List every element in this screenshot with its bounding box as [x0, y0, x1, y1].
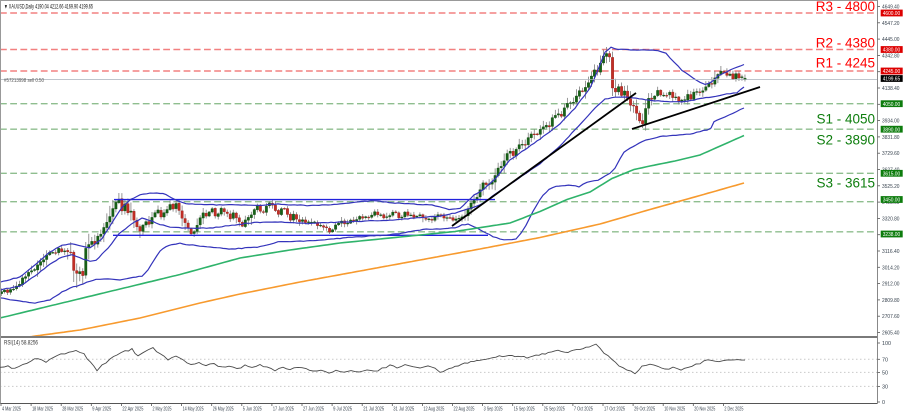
svg-text:27 Jun 2025: 27 Jun 2025	[303, 407, 324, 413]
svg-text:R2 - 4380: R2 - 4380	[816, 36, 875, 51]
svg-text:9 Jul 2025: 9 Jul 2025	[333, 407, 352, 413]
svg-text:4138.40: 4138.40	[882, 86, 900, 92]
svg-text:4547.20: 4547.20	[882, 21, 900, 27]
svg-text:S2 - 3890: S2 - 3890	[816, 133, 875, 148]
svg-text:3238.00: 3238.00	[883, 232, 901, 238]
svg-text:R3 - 4800: R3 - 4800	[816, 0, 875, 14]
svg-text:3934.00: 3934.00	[882, 119, 900, 125]
svg-text:3890.00: 3890.00	[883, 127, 901, 133]
svg-text:4 Mar 2025: 4 Mar 2025	[2, 407, 21, 413]
svg-text:4245.00: 4245.00	[883, 69, 901, 75]
svg-text:17 Jun 2025: 17 Jun 2025	[273, 407, 294, 413]
svg-text:100: 100	[882, 341, 891, 347]
svg-text:70: 70	[882, 357, 888, 363]
svg-text:30: 30	[882, 384, 888, 390]
svg-text:10 Nov 2025: 10 Nov 2025	[664, 407, 685, 413]
svg-text:3116.40: 3116.40	[882, 249, 900, 255]
svg-text:4445.00: 4445.00	[882, 37, 900, 43]
svg-text:S3 - 3615: S3 - 3615	[816, 176, 875, 191]
svg-text:3423.00: 3423.00	[882, 200, 900, 206]
svg-text:3615.00: 3615.00	[883, 171, 901, 177]
svg-text:2912.00: 2912.00	[882, 282, 900, 288]
svg-text:0: 0	[882, 400, 885, 406]
svg-text:RSI(14) 58.8256: RSI(14) 58.8256	[4, 341, 39, 347]
svg-text:R1 - 4245: R1 - 4245	[816, 56, 875, 71]
svg-text:22 Aug 2025: 22 Aug 2025	[454, 407, 475, 413]
svg-text:2809.80: 2809.80	[882, 298, 900, 304]
svg-text:3525.20: 3525.20	[882, 184, 900, 190]
svg-text:3320.80: 3320.80	[882, 216, 900, 222]
svg-text:2605.40: 2605.40	[882, 331, 900, 337]
svg-text:20 Nov 2025: 20 Nov 2025	[694, 407, 715, 413]
svg-text:29 Oct 2025: 29 Oct 2025	[634, 407, 655, 413]
svg-text:22 Apr 2025: 22 Apr 2025	[122, 407, 143, 413]
svg-text:14 May 2025: 14 May 2025	[183, 407, 204, 413]
svg-text:4380.00: 4380.00	[883, 48, 901, 54]
svg-text:3 Sep 2025: 3 Sep 2025	[484, 407, 503, 413]
svg-text:4342.80: 4342.80	[882, 53, 900, 59]
svg-text:3831.80: 3831.80	[882, 135, 900, 141]
svg-text:4649.40: 4649.40	[882, 5, 900, 11]
svg-text:9 Apr 2025: 9 Apr 2025	[92, 407, 111, 413]
svg-text:15 Sep 2025: 15 Sep 2025	[514, 407, 535, 413]
svg-text:18 Mar 2025: 18 Mar 2025	[32, 407, 53, 413]
svg-text:▼ XAUUSD,Daily 4190.04 4212.6: ▼ XAUUSD,Daily 4190.04 4212.66 4169.90 4…	[4, 5, 93, 11]
svg-text:4199.65: 4199.65	[883, 77, 901, 83]
svg-text:7 Oct 2025: 7 Oct 2025	[574, 407, 593, 413]
svg-text:31 Jul 2025: 31 Jul 2025	[393, 407, 414, 413]
svg-text:50: 50	[882, 370, 888, 376]
svg-text:25 Sep 2025: 25 Sep 2025	[544, 407, 565, 413]
svg-text:5 Jun 2025: 5 Jun 2025	[243, 407, 262, 413]
svg-text:S1 - 4050: S1 - 4050	[816, 112, 875, 127]
svg-text:3450.00: 3450.00	[883, 198, 901, 204]
svg-text:17 Oct 2025: 17 Oct 2025	[604, 407, 625, 413]
svg-text:2 Dec 2025: 2 Dec 2025	[724, 407, 743, 413]
svg-text:2 May 2025: 2 May 2025	[153, 407, 172, 413]
svg-text:3729.60: 3729.60	[882, 151, 900, 157]
svg-text:28 Mar 2025: 28 Mar 2025	[62, 407, 83, 413]
svg-text:12 Aug 2025: 12 Aug 2025	[423, 407, 444, 413]
svg-text:2707.60: 2707.60	[882, 314, 900, 320]
svg-text:21 Jul 2025: 21 Jul 2025	[363, 407, 384, 413]
svg-text:4600.00: 4600.00	[883, 11, 901, 17]
svg-text:4050.00: 4050.00	[883, 102, 901, 108]
svg-text:3014.20: 3014.20	[882, 265, 900, 271]
svg-text:#57213998 sell 0.50: #57213998 sell 0.50	[4, 78, 44, 84]
svg-text:26 May 2025: 26 May 2025	[213, 407, 234, 413]
